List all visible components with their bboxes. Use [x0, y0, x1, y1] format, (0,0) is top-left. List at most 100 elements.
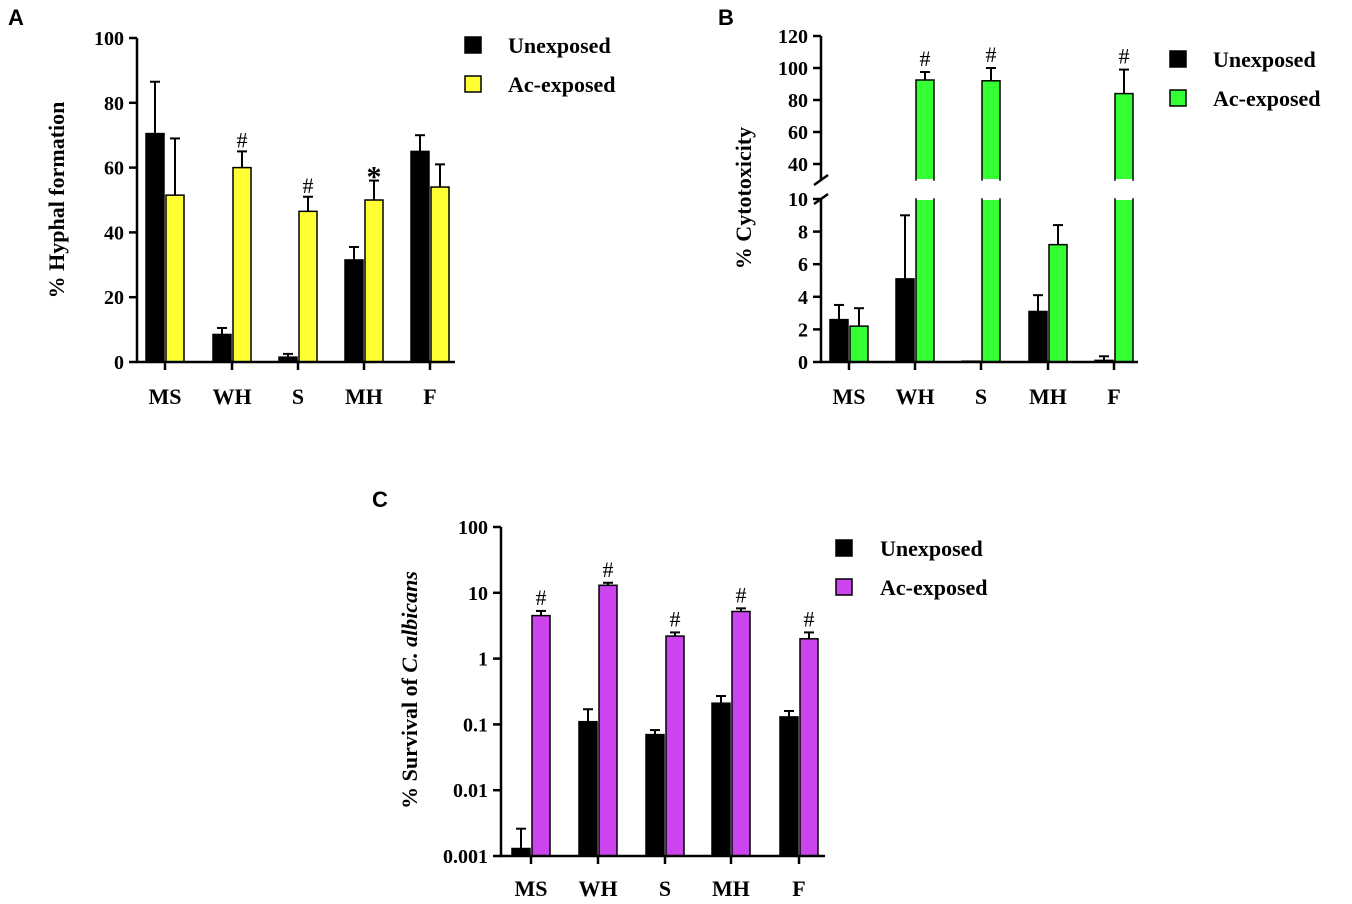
y-tick-label-c: 0.001	[443, 846, 488, 868]
y-tick-label-b: 40	[788, 154, 808, 176]
panel-letter-a: A	[8, 5, 24, 30]
x-category-label-a: WH	[212, 384, 251, 409]
y-tick-label-a: 100	[94, 28, 124, 50]
bar-b-ac-exposed-wh-upper	[915, 79, 935, 181]
x-category-label-a: MS	[149, 384, 182, 409]
bar-b-unexposed-mh	[1028, 310, 1048, 363]
y-tick-label-a: 0	[114, 352, 124, 374]
significance-marker-c: #	[670, 606, 681, 631]
y-tick-label-b: 120	[778, 26, 808, 48]
legend-label-c: Unexposed	[880, 536, 983, 561]
bar-b-ac-exposed-wh-lower	[915, 198, 935, 363]
bar-c-ac-exposed-mh	[731, 610, 751, 857]
x-category-label-b: MS	[833, 384, 866, 409]
y-tick-label-b: 80	[788, 90, 808, 112]
bar-b-ac-exposed-s-lower	[981, 198, 1001, 363]
y-tick-label-a: 40	[104, 222, 124, 244]
y-tick-label-c: 1	[478, 649, 488, 671]
bar-c-unexposed-mh	[711, 702, 731, 857]
bar-a-ac-exposed-f	[430, 186, 450, 363]
axis-break-gap-b	[1115, 179, 1133, 200]
bar-a-unexposed-mh	[344, 259, 364, 363]
y-tick-label-b: 60	[788, 122, 808, 144]
significance-marker-b: #	[986, 42, 997, 67]
significance-marker-a: *	[367, 161, 382, 194]
y-axis-title-a: % Hyphal formation	[44, 102, 69, 299]
bar-c-ac-exposed-s	[665, 635, 685, 857]
y-tick-label-b: 0	[798, 352, 808, 374]
significance-marker-b: #	[1119, 44, 1130, 69]
bar-b-unexposed-wh	[895, 278, 915, 363]
y-tick-label-c: 0.01	[453, 780, 488, 802]
bar-a-unexposed-f	[410, 150, 430, 363]
legend-swatch-a	[464, 75, 482, 93]
y-tick-label-b: 2	[798, 319, 808, 341]
legend-swatch-b	[1169, 89, 1187, 107]
bar-b-ac-exposed-ms	[849, 325, 869, 363]
bar-b-ac-exposed-mh	[1048, 243, 1068, 363]
bar-a-ac-exposed-mh	[364, 199, 384, 363]
y-tick-label-a: 20	[104, 287, 124, 309]
legend-label-b: Ac-exposed	[1213, 86, 1321, 111]
legend-label-a: Ac-exposed	[508, 72, 616, 97]
bar-a-ac-exposed-ms	[165, 194, 185, 363]
significance-marker-c: #	[603, 557, 614, 582]
panel-letter-b: B	[718, 5, 734, 30]
x-category-label-c: S	[659, 876, 671, 901]
y-tick-label-b: 10	[788, 189, 808, 211]
bar-c-ac-exposed-wh	[598, 584, 618, 857]
panel-letter-c: C	[372, 487, 388, 512]
bar-c-ac-exposed-f	[799, 638, 819, 857]
bar-b-ac-exposed-f-lower	[1114, 198, 1134, 363]
y-axis-title-c: % Survival of C. albicans	[397, 571, 422, 809]
significance-marker-c: #	[804, 606, 815, 631]
x-category-label-a: F	[423, 384, 436, 409]
bar-b-ac-exposed-s-upper	[981, 80, 1001, 181]
y-tick-label-a: 80	[104, 93, 124, 115]
bar-c-unexposed-s	[645, 733, 665, 857]
significance-marker-a: #	[303, 173, 314, 198]
y-tick-label-c: 0.1	[463, 714, 488, 736]
bar-b-unexposed-ms	[829, 318, 849, 363]
y-tick-label-b: 8	[798, 222, 808, 244]
significance-marker-b: #	[920, 46, 931, 71]
y-tick-label-b: 100	[778, 58, 808, 80]
y-axis-title-species-c: C. albicans	[397, 571, 422, 672]
significance-marker-c: #	[736, 582, 747, 607]
y-tick-label-b: 4	[798, 287, 808, 309]
bar-b-ac-exposed-f-upper	[1114, 92, 1134, 181]
y-axis-title-b: % Cytotoxicity	[731, 127, 756, 269]
axis-break-gap-b	[916, 179, 934, 200]
bar-a-ac-exposed-s	[298, 210, 318, 363]
x-category-label-c: MS	[515, 876, 548, 901]
bar-a-unexposed-wh	[212, 333, 232, 363]
x-category-label-a: S	[292, 384, 304, 409]
legend-swatch-a	[464, 36, 482, 54]
bar-c-unexposed-f	[779, 716, 799, 857]
axis-break-mark-b	[813, 192, 829, 206]
x-category-label-c: WH	[578, 876, 617, 901]
bar-c-ac-exposed-ms	[531, 614, 551, 857]
x-category-label-b: S	[975, 384, 987, 409]
significance-marker-c: #	[536, 585, 547, 610]
bar-a-ac-exposed-wh	[232, 166, 252, 363]
y-tick-label-c: 10	[468, 583, 488, 605]
y-tick-label-c: 100	[458, 517, 488, 539]
y-tick-label-a: 60	[104, 158, 124, 180]
legend-label-b: Unexposed	[1213, 47, 1316, 72]
axis-break-gap-b	[982, 179, 1000, 200]
x-category-label-b: MH	[1029, 384, 1067, 409]
y-axis-title-prefix-c: % Survival of	[397, 673, 422, 809]
legend-label-a: Unexposed	[508, 33, 611, 58]
bar-c-unexposed-wh	[578, 720, 598, 857]
bar-a-unexposed-ms	[145, 132, 165, 363]
x-category-label-c: F	[792, 876, 805, 901]
significance-marker-a: #	[237, 127, 248, 152]
legend-swatch-c	[835, 539, 853, 557]
y-tick-label-b: 6	[798, 254, 808, 276]
axis-break-mark-b	[813, 173, 829, 187]
x-category-label-c: MH	[712, 876, 750, 901]
legend-label-c: Ac-exposed	[880, 575, 988, 600]
x-category-label-a: MH	[345, 384, 383, 409]
